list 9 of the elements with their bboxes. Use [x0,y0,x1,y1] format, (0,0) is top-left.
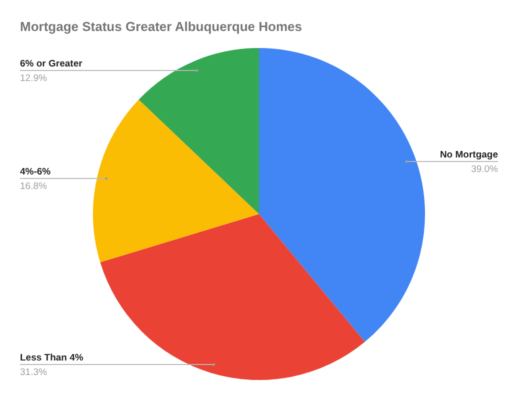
chart-title: Mortgage Status Greater Albuquerque Homes [20,19,302,34]
data-label: 39.0% [471,164,499,175]
slice-label: No Mortgage [440,149,498,160]
slice-label: Less Than 4% [20,352,84,364]
data-label: 16.8% [20,180,48,192]
data-label: 12.9% [20,72,48,84]
slice-label: 4%-6% [20,166,52,178]
slice-label: 6% or Greater [20,58,83,70]
data-label: 31.3% [20,366,48,378]
